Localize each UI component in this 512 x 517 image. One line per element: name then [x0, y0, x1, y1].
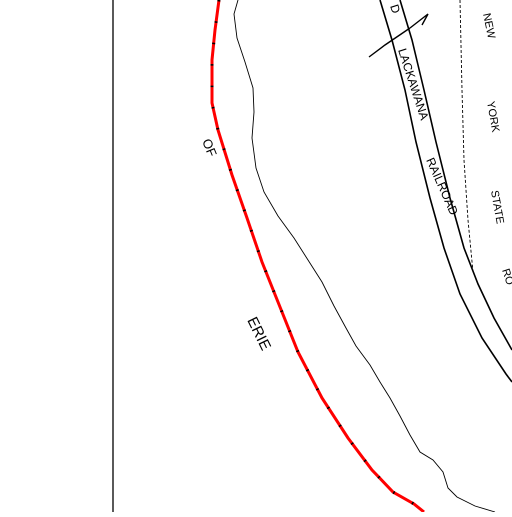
- shoreline: [233, 0, 496, 513]
- label-of: OF: [199, 137, 220, 159]
- red-boundary-line: [210, 0, 425, 514]
- crossing-road: [368, 27, 411, 58]
- label-lackawana: LACKAWANA: [395, 47, 431, 122]
- state-road-dashed: [459, 0, 474, 273]
- boundary-tick-marks: [210, 0, 425, 514]
- label-ro: RO: [499, 267, 512, 287]
- label-state: STATE: [488, 189, 506, 224]
- label-erie: ERIE: [243, 314, 274, 353]
- label-york: YORK: [484, 100, 501, 133]
- crossing-tick: [409, 13, 429, 29]
- railroad-track-left: [379, 0, 512, 383]
- label-railroad-partial: D: [387, 3, 403, 16]
- label-new: NEW: [480, 12, 497, 40]
- railroad-track-right: [399, 0, 512, 351]
